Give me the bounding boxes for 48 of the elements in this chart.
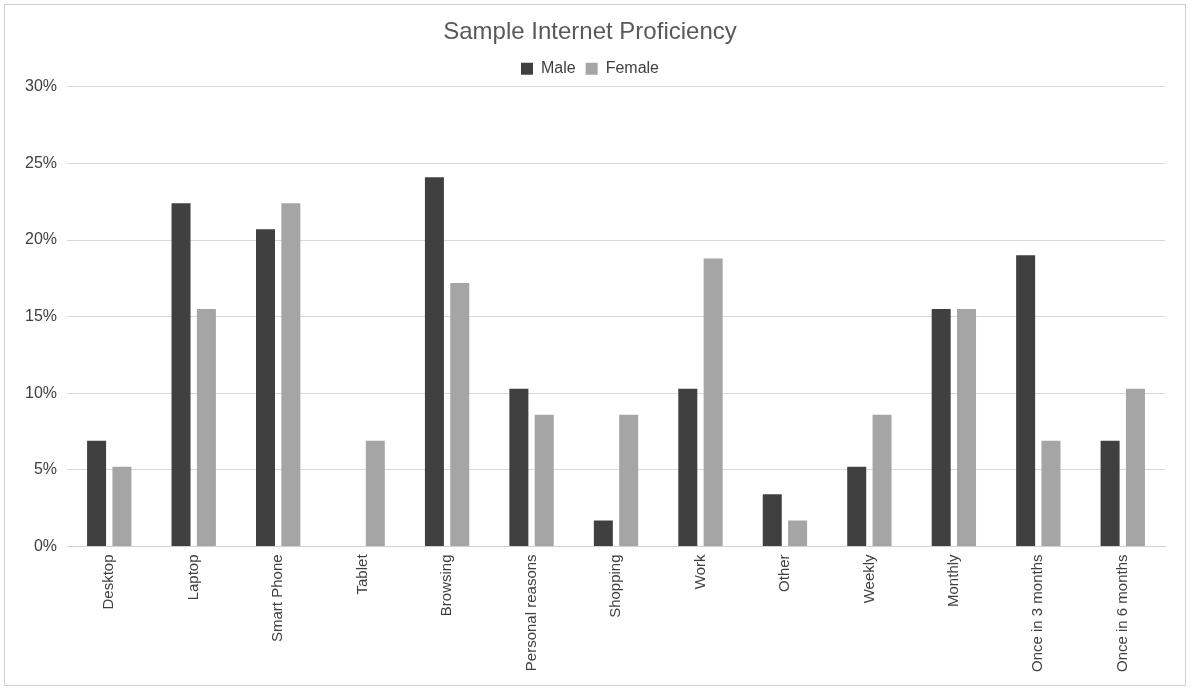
x-tick-label: Smart Phone (268, 554, 286, 642)
legend-label: Female (605, 59, 660, 77)
x-tick-label: Weekly (859, 553, 877, 604)
bar (256, 229, 276, 546)
x-tick-label: Tablet (352, 553, 370, 595)
bar (450, 282, 470, 546)
bar (1016, 255, 1036, 546)
x-tick-label: Once in 6 months (1112, 554, 1130, 672)
x-tick-label: Browsing (437, 554, 455, 617)
bar (678, 388, 698, 546)
bar (1100, 440, 1120, 546)
x-tick-label: Monthly (943, 553, 961, 607)
bar (931, 308, 951, 546)
chart-title: Sample Internet Proficiency (443, 17, 737, 45)
y-tick-label: 10% (24, 383, 58, 401)
bar (872, 414, 892, 546)
bar (788, 520, 808, 546)
y-tick-label: 0% (33, 536, 58, 554)
x-tick-label: Desktop (99, 554, 117, 610)
x-tick-label: Shopping (606, 554, 624, 618)
x-tick-label: Once in 3 months (1028, 554, 1046, 672)
y-tick-label: 15% (24, 307, 58, 325)
bar (847, 466, 867, 546)
legend-label: Male (540, 59, 576, 77)
x-tick-label: Laptop (183, 554, 201, 601)
bar (281, 203, 301, 546)
x-tick-label: Work (690, 553, 708, 590)
bar (1125, 388, 1145, 546)
y-tick-label: 30% (24, 77, 58, 95)
y-tick-label: 20% (24, 230, 58, 248)
y-tick-label: 25% (24, 153, 58, 171)
x-tick-label: Personal reasons (521, 554, 539, 672)
x-tick-label: Other (775, 554, 793, 592)
bar (957, 308, 977, 546)
bar (509, 388, 529, 546)
bar (534, 414, 554, 546)
bar (1041, 440, 1061, 546)
bar (703, 258, 723, 546)
bar (171, 203, 191, 546)
y-tick-label: 5% (33, 460, 58, 478)
bar (196, 308, 216, 546)
bar (112, 466, 132, 546)
bar (619, 414, 639, 546)
bar (424, 177, 444, 546)
bar (365, 440, 385, 546)
bar (762, 494, 782, 546)
bar (87, 440, 107, 546)
bar (593, 520, 613, 546)
